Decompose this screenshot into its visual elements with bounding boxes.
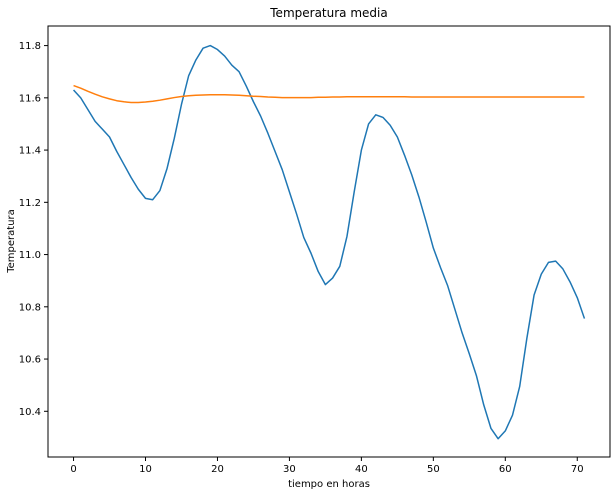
- x-tick-label: 10: [139, 464, 152, 475]
- y-tick-label: 10.4: [19, 407, 41, 418]
- plot-frame: [47, 25, 611, 458]
- y-tick-label: 11.2: [19, 198, 41, 209]
- series-line-1: [72, 44, 586, 440]
- y-tick-label: 11.0: [19, 250, 41, 261]
- y-tick-label: 11.4: [19, 146, 41, 157]
- chart-title: Temperatura media: [269, 6, 387, 20]
- x-axis-label: tiempo en horas: [288, 479, 370, 490]
- y-tick-label: 11.6: [19, 93, 41, 104]
- x-tick-label: 30: [283, 464, 296, 475]
- y-tick-label: 10.8: [19, 302, 41, 313]
- y-axis: 10.4 10.6 10.8 11.0 11.2 11.4 11.6 11.8: [19, 41, 48, 418]
- x-tick-label: 20: [211, 464, 224, 475]
- y-tick-label: 11.8: [19, 41, 41, 52]
- y-tick-label: 10.6: [19, 355, 41, 366]
- x-tick-label: 50: [427, 464, 440, 475]
- x-tick-label: 70: [571, 464, 584, 475]
- series-line-2: [73, 84, 585, 104]
- x-tick-label: 40: [355, 464, 368, 475]
- x-tick-label: 60: [499, 464, 512, 475]
- y-axis-label: Temperatura: [6, 209, 17, 274]
- series-layer: [72, 44, 586, 440]
- x-axis: 0 10 20 30 40 50 60 70: [70, 457, 584, 475]
- x-tick-label: 0: [70, 464, 76, 475]
